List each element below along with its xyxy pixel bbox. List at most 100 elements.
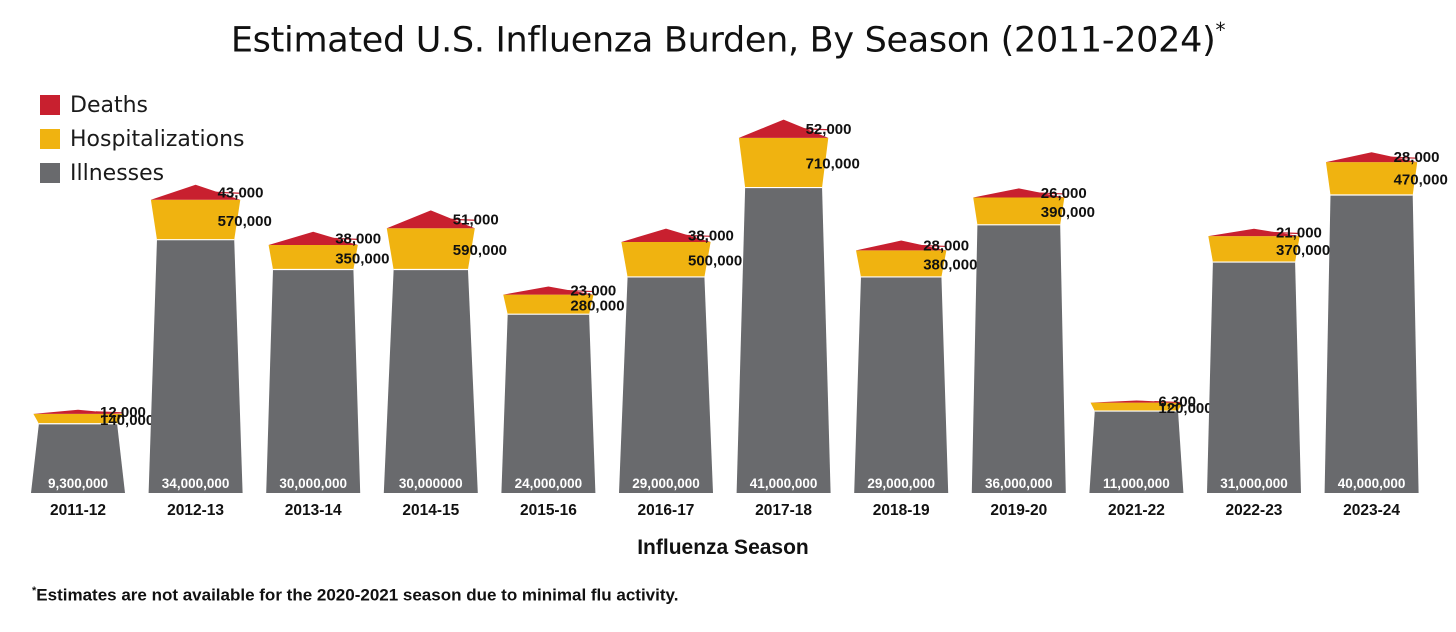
deaths-mark-2015-16 xyxy=(503,286,594,295)
illnesses-value-label-2012-13: 34,000,000 xyxy=(162,476,230,491)
hospitalizations-mark-2017-18 xyxy=(738,137,829,188)
legend-item-hospitalizations: Hospitalizations xyxy=(40,122,245,156)
x-tick-label-2022-23: 2022-23 xyxy=(1226,502,1283,519)
hospitalizations-mark-2018-19 xyxy=(856,250,947,277)
x-tick-label-2014-15: 2014-15 xyxy=(402,502,459,519)
hospitalizations-value-label-2012-13: 570,000 xyxy=(218,213,272,230)
deaths-leader-2023-24 xyxy=(1389,156,1418,159)
deaths-leader-2017-18 xyxy=(801,128,829,131)
deaths-value-label-2016-17: 38,000 xyxy=(688,227,734,244)
legend-item-illnesses: Illnesses xyxy=(40,156,245,190)
hospitalizations-mark-2012-13 xyxy=(150,199,241,240)
deaths-value-label-2017-18: 52,000 xyxy=(806,121,852,138)
deaths-mark-2023-24 xyxy=(1325,152,1418,163)
deaths-mark-2011-12 xyxy=(33,409,123,414)
illnesses-mark-2016-17 xyxy=(619,276,713,493)
legend-item-deaths: Deaths xyxy=(40,88,245,122)
hospitalizations-leader-2018-19 xyxy=(921,262,943,266)
deaths-value-label-2019-20: 26,000 xyxy=(1041,185,1087,202)
deaths-value-label-2015-16: 23,000 xyxy=(570,283,616,300)
illnesses-mark-2021-22 xyxy=(1089,411,1184,493)
hospitalizations-mark-2023-24 xyxy=(1325,162,1418,195)
illnesses-mark-2011-12 xyxy=(31,423,125,493)
legend-swatch-hospitalizations xyxy=(40,129,60,149)
legend-swatch-illnesses xyxy=(40,163,60,183)
x-tick-label-2011-12: 2011-12 xyxy=(50,502,106,519)
illnesses-mark-2017-18 xyxy=(736,187,831,494)
illnesses-value-label-2011-12: 9,300,000 xyxy=(48,476,108,491)
legend-swatch-deaths xyxy=(40,95,60,115)
deaths-mark-2022-23 xyxy=(1208,228,1300,237)
x-tick-label-2017-18: 2017-18 xyxy=(755,502,812,519)
deaths-value-label-2014-15: 51,000 xyxy=(453,211,499,228)
deaths-value-label-2013-14: 38,000 xyxy=(335,230,381,247)
x-tick-label-2019-20: 2019-20 xyxy=(990,502,1047,519)
illnesses-value-label-2013-14: 30,000,000 xyxy=(279,476,347,491)
deaths-mark-2018-19 xyxy=(856,240,947,251)
illnesses-mark-2012-13 xyxy=(148,239,243,493)
hospitalizations-leader-2022-23 xyxy=(1273,248,1297,251)
illnesses-mark-2019-20 xyxy=(971,224,1066,494)
footnote-asterisk: * xyxy=(32,585,37,597)
hospitalizations-mark-2022-23 xyxy=(1208,236,1300,263)
deaths-value-label-2012-13: 43,000 xyxy=(218,184,264,201)
hospitalizations-leader-2016-17 xyxy=(685,258,707,262)
illnesses-value-label-2018-19: 29,000,000 xyxy=(867,476,935,491)
legend-label-deaths: Deaths xyxy=(70,92,148,118)
deaths-value-label-2018-19: 28,000 xyxy=(923,237,969,254)
hospitalizations-leader-2012-13 xyxy=(215,219,237,222)
footnote: *Estimates are not available for the 202… xyxy=(32,585,678,606)
deaths-mark-2019-20 xyxy=(973,188,1065,198)
x-tick-label-2021-22: 2021-22 xyxy=(1108,502,1165,519)
hospitalizations-mark-2019-20 xyxy=(973,197,1065,225)
hospitalizations-mark-2013-14 xyxy=(268,245,358,270)
hospitalizations-mark-2014-15 xyxy=(386,228,475,270)
chart-title: Estimated U.S. Influenza Burden, By Seas… xyxy=(0,18,1456,61)
x-tick-label-2016-17: 2016-17 xyxy=(638,502,695,519)
deaths-mark-2017-18 xyxy=(738,119,829,138)
hospitalizations-value-label-2017-18: 710,000 xyxy=(806,156,860,173)
illnesses-value-label-2021-22: 11,000,000 xyxy=(1103,476,1170,491)
hospitalizations-mark-2011-12 xyxy=(33,413,123,424)
hospitalizations-leader-2014-15 xyxy=(450,248,471,251)
hospitalizations-value-label-2015-16: 280,000 xyxy=(570,297,624,314)
chart-title-text: Estimated U.S. Influenza Burden, By Seas… xyxy=(230,20,1216,61)
x-tick-label-2023-24: 2023-24 xyxy=(1343,502,1400,519)
illnesses-value-label-2019-20: 36,000,000 xyxy=(985,476,1053,491)
deaths-leader-2022-23 xyxy=(1271,231,1300,235)
illnesses-mark-2023-24 xyxy=(1324,195,1419,493)
legend-label-hospitalizations: Hospitalizations xyxy=(70,126,245,152)
deaths-mark-2013-14 xyxy=(268,231,358,245)
title-asterisk: * xyxy=(1215,18,1226,42)
illnesses-mark-2022-23 xyxy=(1207,262,1301,493)
hospitalizations-value-label-2023-24: 470,000 xyxy=(1394,172,1448,189)
illnesses-value-label-2014-15: 30,000000 xyxy=(399,476,463,491)
hospitalizations-value-label-2011-12: 140,000 xyxy=(100,412,154,429)
deaths-value-label-2021-22: 6,300 xyxy=(1158,394,1196,411)
deaths-value-label-2022-23: 21,000 xyxy=(1276,224,1322,241)
hospitalizations-leader-2011-12 xyxy=(97,418,119,421)
hospitalizations-value-label-2013-14: 350,000 xyxy=(335,250,389,267)
hospitalizations-value-label-2022-23: 370,000 xyxy=(1276,242,1330,259)
hospitalizations-value-label-2021-22: 120,000 xyxy=(1158,400,1212,417)
illnesses-value-label-2017-18: 41,000,000 xyxy=(750,476,818,491)
hospitalizations-mark-2021-22 xyxy=(1090,402,1183,412)
illnesses-mark-2013-14 xyxy=(266,269,361,493)
footnote-text: Estimates are not available for the 2020… xyxy=(36,585,679,605)
hospitalizations-value-label-2019-20: 390,000 xyxy=(1041,204,1095,221)
x-tick-label-2013-14: 2013-14 xyxy=(285,502,342,519)
deaths-mark-2012-13 xyxy=(150,184,241,200)
deaths-leader-2021-22 xyxy=(1154,400,1182,404)
deaths-value-label-2023-24: 28,000 xyxy=(1394,149,1440,166)
illnesses-mark-2014-15 xyxy=(383,269,478,493)
x-tick-label-2012-13: 2012-13 xyxy=(167,502,224,519)
hospitalizations-mark-2016-17 xyxy=(621,241,711,277)
deaths-leader-2011-12 xyxy=(95,411,123,414)
legend: Deaths Hospitalizations Illnesses xyxy=(40,88,245,190)
x-axis-label: Influenza Season xyxy=(637,536,809,559)
hospitalizations-leader-2013-14 xyxy=(333,256,355,259)
illnesses-mark-2018-19 xyxy=(854,276,949,493)
hospitalizations-mark-2015-16 xyxy=(503,294,594,315)
